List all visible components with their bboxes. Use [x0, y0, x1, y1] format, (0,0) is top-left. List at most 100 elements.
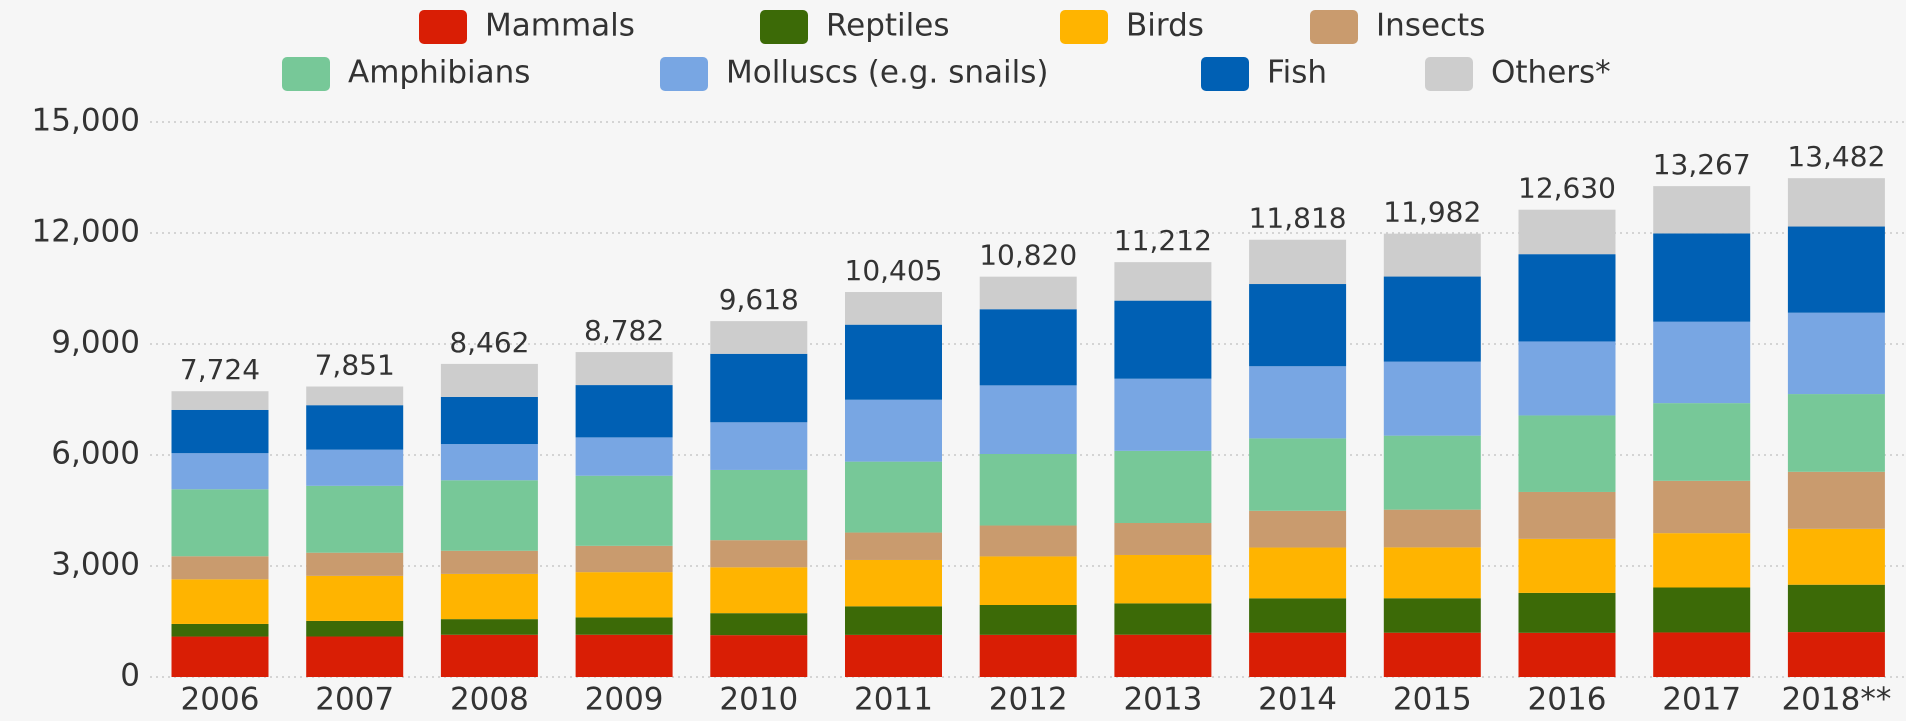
x-tick-label: 2018** [1781, 682, 1891, 718]
x-tick-label: 2012 [989, 682, 1068, 718]
bar-segment [710, 321, 808, 354]
total-label: 11,982 [1383, 196, 1481, 229]
bar-segment [845, 606, 942, 635]
bar-segment [1787, 312, 1885, 395]
legend-label: Birds [1126, 8, 1204, 44]
total-label: 9,618 [719, 283, 799, 316]
legend-swatch [1060, 10, 1108, 44]
bar-segment [440, 444, 538, 481]
bar-segment [979, 454, 1077, 526]
legend-label: Mammals [485, 8, 635, 44]
legend-swatch [282, 57, 330, 91]
x-tick-label: 2016 [1528, 682, 1607, 718]
bar-segment [440, 619, 538, 635]
bar-segment [306, 575, 404, 621]
bar-segment [979, 276, 1077, 310]
legend-label: Molluscs (e.g. snails) [726, 55, 1048, 91]
x-tick-label: 2014 [1258, 682, 1337, 718]
bar-segment [1518, 209, 1616, 255]
bar-segment [845, 559, 942, 607]
bar-segment [845, 399, 942, 462]
bar-segment [1249, 510, 1347, 548]
legend-swatch [419, 10, 467, 44]
total-label: 10,405 [845, 254, 943, 287]
y-tick-label: 9,000 [51, 325, 140, 361]
legend-swatch [660, 57, 708, 91]
bar-segment [1653, 321, 1751, 404]
bar-segment [845, 461, 942, 533]
bar-segment [575, 617, 673, 635]
bar-segment [1787, 584, 1885, 633]
bar-segment [1653, 233, 1751, 322]
bar-segment [440, 550, 538, 574]
legend-swatch [1425, 57, 1473, 91]
bar-segment [845, 634, 942, 677]
bar-segment [1383, 435, 1481, 510]
bar-segment [979, 309, 1077, 386]
total-label: 11,212 [1114, 224, 1212, 257]
bar-segment [845, 292, 942, 325]
x-tick-label: 2010 [719, 682, 798, 718]
bar-segment [440, 480, 538, 551]
bar-segment [1114, 262, 1212, 301]
bar-segment [710, 635, 808, 677]
bar-segment [1383, 632, 1481, 677]
x-tick-label: 2007 [315, 682, 394, 718]
bar-segment [1653, 186, 1751, 234]
y-tick-label: 12,000 [32, 214, 140, 250]
x-tick-label: 2011 [854, 682, 933, 718]
bar-segment [1787, 226, 1885, 313]
bar-segment [979, 385, 1077, 455]
bar-segment [1114, 634, 1212, 677]
bar-segment [1383, 276, 1481, 362]
total-label: 10,820 [979, 239, 1077, 272]
bar-segment [440, 363, 538, 397]
legend-label: Others* [1491, 55, 1611, 91]
bar-segment [306, 620, 404, 637]
bar-segment [1787, 394, 1885, 472]
bar-segment [1518, 491, 1616, 539]
bar-segment [171, 623, 269, 637]
bar-segment [979, 634, 1077, 677]
bar-segment [306, 386, 404, 406]
bar-segment [1518, 415, 1616, 492]
bar-segment [1249, 598, 1347, 633]
bar-segment [440, 396, 538, 445]
bar-segment [1249, 366, 1347, 439]
bar-segment [1383, 598, 1481, 633]
bar-segment [710, 469, 808, 541]
bar-segment [171, 453, 269, 490]
y-tick-label: 3,000 [51, 547, 140, 583]
bar-segment [171, 391, 269, 410]
bar-segment [575, 545, 673, 573]
bar-segment [1383, 547, 1481, 599]
total-label: 13,482 [1787, 140, 1885, 173]
bar-segment [979, 525, 1077, 557]
bar-segment [1787, 632, 1885, 677]
bar-segment [306, 405, 404, 450]
bar-segment [1787, 178, 1885, 227]
bar-segment [710, 613, 808, 636]
y-tick-label: 6,000 [51, 436, 140, 472]
bar-segment [1249, 284, 1347, 367]
bar-segment [575, 475, 673, 546]
bar-segment [979, 604, 1077, 635]
bar-segment [1114, 523, 1212, 555]
bar-segment [979, 556, 1077, 605]
x-tick-label: 2015 [1393, 682, 1472, 718]
y-tick-label: 15,000 [32, 103, 140, 139]
bar-segment [1114, 378, 1212, 451]
y-tick-label: 0 [120, 658, 140, 694]
bar-segment [1249, 632, 1347, 677]
legend-label: Insects [1376, 8, 1485, 44]
bar-segment [171, 579, 269, 624]
bar-segment [1114, 300, 1212, 379]
bar-segment [1383, 361, 1481, 436]
bar-segment [1249, 239, 1347, 285]
bar-segment [845, 324, 942, 400]
bar-segment [575, 572, 673, 618]
bar-segment [575, 437, 673, 476]
bar-segment [1114, 554, 1212, 604]
